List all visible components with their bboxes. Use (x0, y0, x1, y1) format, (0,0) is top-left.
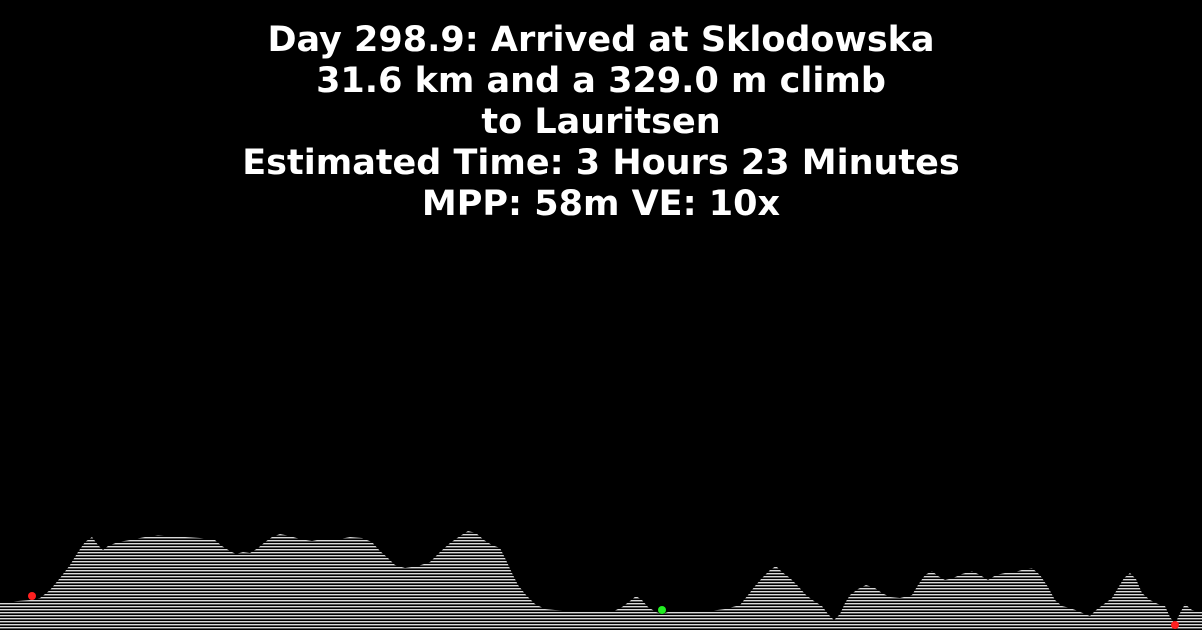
destination-text: to Lauritsen (481, 102, 721, 142)
terrain-silhouette (0, 531, 1202, 630)
distance-climb-text: 31.6 km and a 329.0 m climb (316, 61, 886, 101)
scale-info-text: MPP: 58m VE: 10x (421, 184, 781, 224)
start-marker (28, 592, 36, 600)
current-position-marker (658, 606, 666, 614)
estimated-time-text: Estimated Time: 3 Hours 23 Minutes (242, 143, 960, 183)
route-status-header: Day 298.9: Arrived at Sklodowska 31.6 km… (0, 20, 1202, 225)
destination-marker (1171, 621, 1179, 629)
day-status-title: Day 298.9: Arrived at Sklodowska (267, 20, 935, 60)
